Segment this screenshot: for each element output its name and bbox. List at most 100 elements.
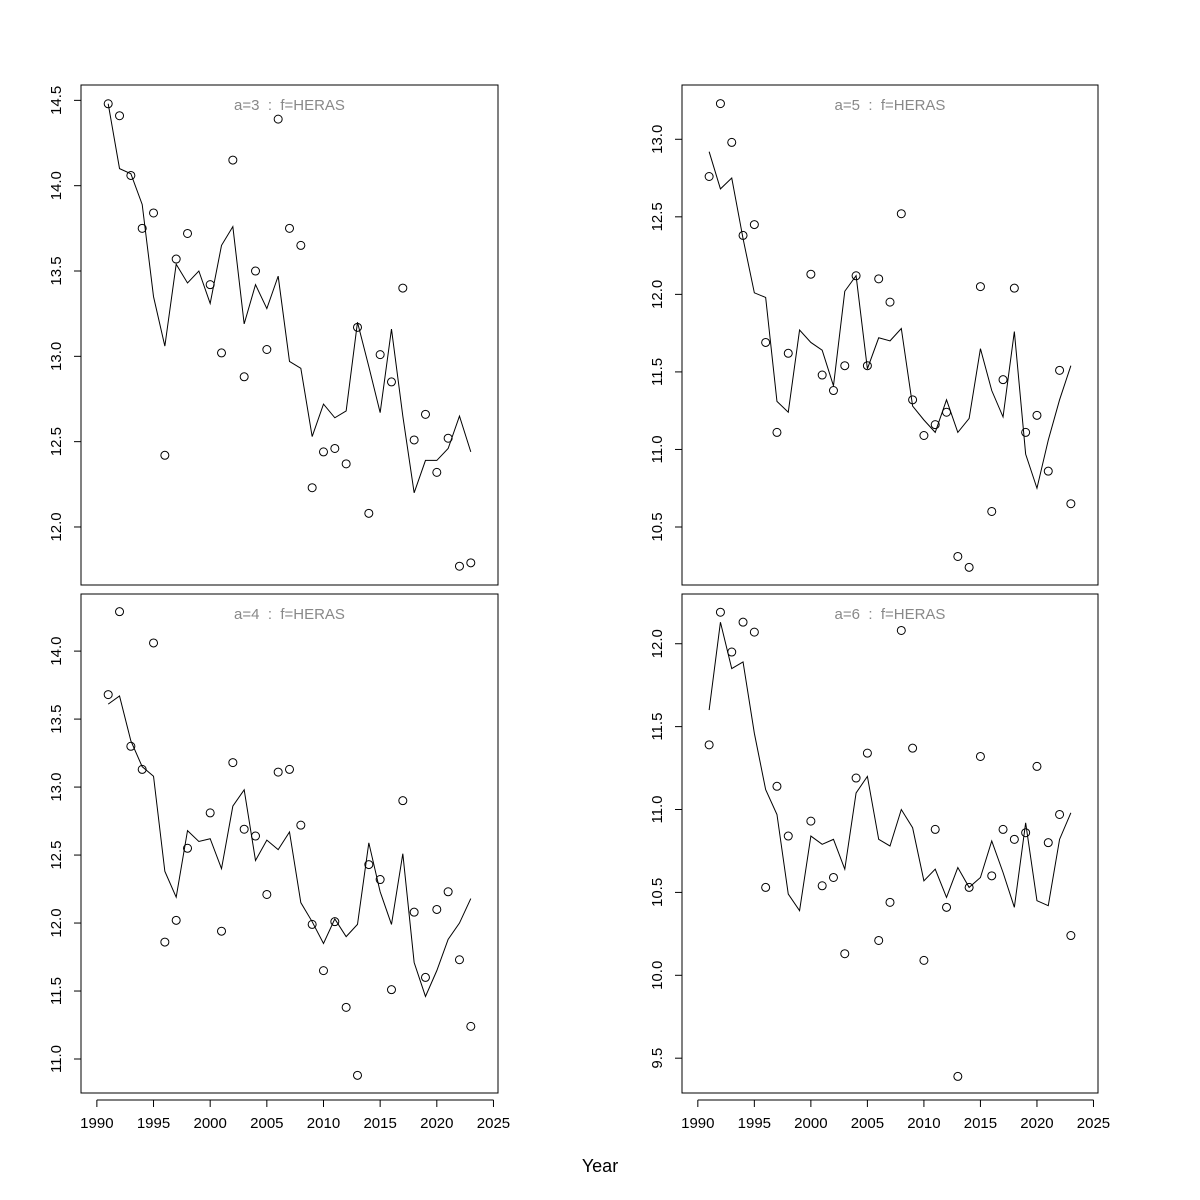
data-point [761, 337, 771, 347]
data-point [908, 743, 918, 753]
data-point [466, 1021, 476, 1031]
data-point [251, 266, 261, 276]
data-point [817, 370, 827, 380]
data-point [398, 283, 408, 293]
x-tick-label: 2010 [907, 1115, 940, 1132]
y-tick-label: 9.5 [649, 1048, 666, 1069]
data-point [318, 447, 328, 457]
x-tick-label: 2025 [477, 1115, 510, 1132]
data-point [896, 209, 906, 219]
data-point [432, 467, 442, 477]
data-point [998, 375, 1008, 385]
panel-title: a=4 : f=HERAS [234, 606, 345, 623]
data-point [103, 690, 113, 700]
data-point [874, 274, 884, 284]
x-tick-label: 2020 [1020, 1115, 1053, 1132]
data-point [386, 377, 396, 387]
data-point [885, 297, 895, 307]
data-point [987, 506, 997, 516]
y-tick-label: 10.5 [649, 878, 666, 907]
data-point [885, 897, 895, 907]
data-point [228, 758, 238, 768]
data-point [1055, 809, 1065, 819]
data-point [262, 345, 272, 355]
data-point [273, 114, 283, 124]
plot-frame [80, 84, 499, 586]
data-point [409, 907, 419, 917]
data-point [704, 740, 714, 750]
data-point [1032, 410, 1042, 420]
plot-frame [80, 593, 499, 1094]
data-point [171, 915, 181, 925]
y-tick-label: 12.0 [48, 512, 65, 541]
y-tick-label: 11.0 [48, 1045, 65, 1073]
data-point [228, 155, 238, 165]
data-point [772, 427, 782, 437]
data-point [975, 282, 985, 292]
plot-frame [681, 593, 1099, 1094]
x-tick-label: 2005 [851, 1115, 884, 1132]
y-tick-label: 12.5 [649, 202, 666, 231]
data-point [330, 917, 340, 927]
data-point [942, 902, 952, 912]
data-point [126, 741, 136, 751]
data-point [828, 386, 838, 396]
data-point [126, 170, 136, 180]
y-tick-label: 14.0 [48, 171, 65, 200]
data-point [851, 773, 861, 783]
data-point [285, 223, 294, 233]
data-point [420, 972, 430, 982]
panel: a=3 : f=HERAS 12.0 12.5 13.0 13.5 14.0 14.5 [48, 84, 499, 586]
x-axis-label: Year [582, 1156, 618, 1176]
data-point [1032, 761, 1042, 771]
data-point [953, 551, 963, 561]
y-tick-label: 12.0 [48, 908, 65, 937]
x-tick-label: 2000 [193, 1115, 226, 1132]
y-tick-label: 11.5 [649, 713, 666, 741]
data-point [783, 831, 793, 841]
data-point [307, 919, 317, 929]
y-tick-label: 14.0 [48, 637, 65, 666]
data-point [761, 882, 771, 892]
y-tick-label: 10.0 [649, 961, 666, 990]
data-point [217, 348, 227, 358]
panel-title: a=6 : f=HERAS [835, 606, 946, 623]
plot-frame [681, 84, 1099, 586]
data-point [874, 935, 884, 945]
data-point [1066, 499, 1076, 509]
x-tick-label: 2015 [363, 1115, 396, 1132]
data-point [285, 764, 294, 774]
fit-line [708, 151, 1072, 491]
data-point [783, 348, 793, 358]
data-point [375, 350, 385, 360]
data-point [964, 882, 974, 892]
data-point [160, 937, 170, 947]
x-tick-label: 1995 [738, 1115, 771, 1132]
data-point [919, 430, 929, 440]
data-point [727, 647, 737, 657]
data-point [420, 409, 430, 419]
y-tick-label: 11.0 [649, 795, 666, 823]
data-point [375, 875, 385, 885]
data-point [149, 638, 159, 648]
y-tick-label: 11.5 [649, 358, 666, 386]
panel: a=6 : f=HERAS 9.5 10.0 10.5 11.0 11.5 12.0 1990… [649, 593, 1110, 1132]
data-point [840, 949, 850, 959]
data-point [183, 228, 193, 238]
x-tick-label: 2005 [250, 1115, 283, 1132]
data-point [443, 887, 453, 897]
data-point [239, 824, 249, 834]
panel: a=5 : f=HERAS 10.5 11.0 11.5 12.0 12.5 13.0 [649, 84, 1099, 586]
data-point [1043, 466, 1053, 476]
data-point [749, 220, 759, 230]
y-tick-label: 11.5 [48, 977, 65, 1005]
data-point [137, 223, 147, 233]
data-point [115, 111, 125, 121]
data-point [160, 450, 170, 460]
data-point [817, 881, 827, 891]
data-point [738, 617, 748, 627]
y-tick-label: 12.0 [649, 280, 666, 309]
data-point [352, 1070, 362, 1080]
data-point [704, 172, 714, 182]
